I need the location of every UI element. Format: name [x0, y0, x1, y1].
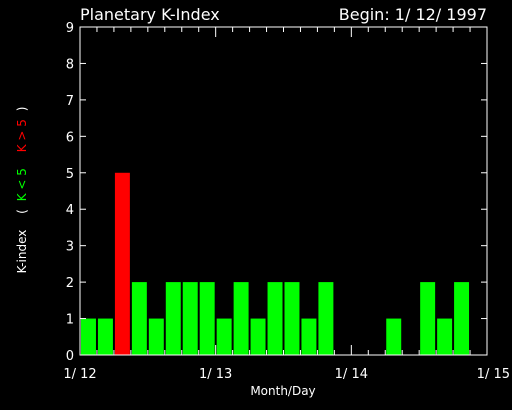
bar-12: [284, 282, 300, 355]
bar-10: [250, 318, 266, 355]
x-tick-label-1: 1/ 13: [199, 367, 232, 382]
y-label-red: K > 5: [15, 119, 29, 152]
bar-20: [420, 282, 436, 355]
plot-frame: [79, 26, 488, 356]
bar-2: [114, 172, 130, 355]
y-tick-label-7: 7: [66, 94, 74, 109]
y-label-close: ): [15, 107, 29, 112]
bar-13: [301, 318, 317, 355]
chart-title: Planetary K-Index: [80, 5, 220, 24]
bar-11: [267, 282, 283, 355]
y-tick-label-0: 0: [66, 349, 74, 364]
y-tick-label-2: 2: [66, 276, 74, 291]
y-label-prefix: K-index: [15, 230, 29, 274]
y-axis-label: K-index ( K < 5 K > 5 ): [15, 107, 29, 274]
bar-3: [131, 282, 147, 355]
y-tick-label-3: 3: [66, 240, 74, 255]
bar-9: [233, 282, 249, 355]
bar-21: [437, 318, 453, 355]
y-tick-label-8: 8: [66, 57, 74, 72]
bar-7: [199, 282, 215, 355]
x-ticks: 1/ 12 1/ 13 1/ 14 1/ 15: [63, 27, 510, 382]
bar-8: [216, 318, 232, 355]
x-axis-label: Month/Day: [250, 384, 315, 398]
y-tick-label-4: 4: [66, 203, 74, 218]
begin-date: Begin: 1/ 12/ 1997: [339, 5, 487, 24]
bar-0: [81, 318, 96, 355]
y-label-green: K < 5: [15, 168, 29, 201]
y-label-open: (: [15, 209, 29, 214]
x-tick-label-2: 1/ 14: [335, 367, 368, 382]
x-tick-label-3: 1/ 15: [477, 367, 510, 382]
bar-6: [182, 282, 198, 355]
bar-14: [318, 282, 334, 355]
y-tick-label-9: 9: [66, 21, 74, 36]
x-tick-label-0: 1/ 12: [63, 367, 96, 382]
bar-18: [386, 318, 402, 355]
y-tick-label-6: 6: [66, 130, 74, 145]
y-tick-label-5: 5: [66, 167, 74, 182]
bars-group: [81, 172, 470, 355]
bar-5: [165, 282, 181, 355]
bar-1: [97, 318, 113, 355]
bar-22: [454, 282, 470, 355]
bar-4: [148, 318, 164, 355]
y-tick-label-1: 1: [66, 313, 74, 328]
